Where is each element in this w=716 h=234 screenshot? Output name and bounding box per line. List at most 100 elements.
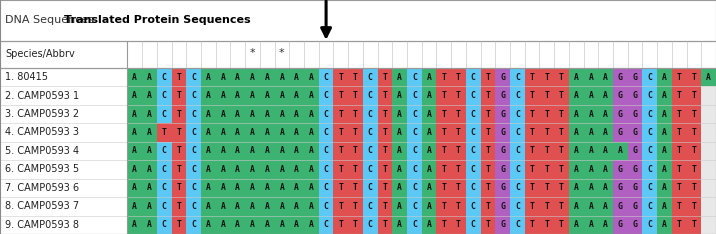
Bar	[157, 86, 172, 105]
Bar	[628, 105, 642, 123]
Text: A: A	[279, 165, 284, 174]
Text: G: G	[500, 220, 505, 229]
Bar	[157, 216, 172, 234]
Text: C: C	[162, 91, 167, 100]
Bar	[157, 68, 172, 86]
Text: A: A	[603, 73, 608, 82]
Bar	[216, 197, 231, 216]
Bar	[642, 179, 657, 197]
Text: A: A	[294, 165, 299, 174]
Bar	[672, 86, 687, 105]
Bar	[642, 142, 657, 160]
Bar	[407, 216, 422, 234]
Text: A: A	[221, 183, 226, 192]
Bar	[539, 179, 554, 197]
Text: A: A	[250, 128, 255, 137]
Bar	[613, 179, 628, 197]
Text: Translated Protein Sequences: Translated Protein Sequences	[64, 15, 251, 26]
Text: T: T	[485, 128, 490, 137]
Text: A: A	[279, 110, 284, 118]
Text: A: A	[294, 73, 299, 82]
Bar	[142, 216, 157, 234]
Text: A: A	[589, 73, 594, 82]
Bar	[422, 123, 437, 142]
Text: A: A	[147, 220, 152, 229]
Bar	[599, 216, 613, 234]
Bar	[407, 179, 422, 197]
Bar	[451, 197, 466, 216]
Text: C: C	[647, 128, 652, 137]
Bar	[363, 123, 377, 142]
Text: C: C	[324, 183, 329, 192]
Text: A: A	[265, 128, 270, 137]
Text: A: A	[147, 183, 152, 192]
Text: T: T	[441, 110, 446, 118]
Text: A: A	[662, 110, 667, 118]
Text: A: A	[236, 220, 241, 229]
Text: A: A	[427, 183, 432, 192]
Bar	[613, 197, 628, 216]
Text: T: T	[456, 220, 461, 229]
Text: T: T	[339, 146, 343, 155]
Text: A: A	[265, 91, 270, 100]
Text: 1. 80415: 1. 80415	[5, 72, 48, 82]
Bar	[172, 197, 186, 216]
Bar	[348, 105, 363, 123]
Bar	[260, 179, 275, 197]
Text: A: A	[662, 165, 667, 174]
Text: A: A	[132, 165, 137, 174]
Text: A: A	[250, 73, 255, 82]
Text: G: G	[633, 91, 637, 100]
Bar	[687, 197, 701, 216]
Bar	[407, 86, 422, 105]
Text: A: A	[603, 165, 608, 174]
Text: C: C	[324, 110, 329, 118]
Text: C: C	[515, 146, 520, 155]
Text: A: A	[603, 220, 608, 229]
Text: A: A	[206, 202, 211, 211]
Bar	[687, 68, 701, 86]
Text: T: T	[339, 202, 343, 211]
Bar	[510, 216, 525, 234]
Bar	[289, 105, 304, 123]
Text: A: A	[603, 146, 608, 155]
Bar	[539, 197, 554, 216]
Text: A: A	[236, 110, 241, 118]
Text: A: A	[397, 183, 402, 192]
Text: A: A	[147, 110, 152, 118]
Text: T: T	[559, 165, 564, 174]
Text: A: A	[427, 165, 432, 174]
Bar	[289, 216, 304, 234]
Text: A: A	[236, 165, 241, 174]
Bar	[628, 142, 642, 160]
Text: A: A	[294, 183, 299, 192]
Text: A: A	[265, 202, 270, 211]
Text: C: C	[162, 220, 167, 229]
Bar	[377, 142, 392, 160]
Bar	[687, 142, 701, 160]
Bar	[275, 68, 289, 86]
Bar	[569, 68, 584, 86]
Text: A: A	[265, 220, 270, 229]
Text: A: A	[279, 146, 284, 155]
Text: C: C	[412, 91, 417, 100]
Text: T: T	[177, 202, 181, 211]
Bar	[539, 68, 554, 86]
Bar	[687, 86, 701, 105]
Bar	[422, 86, 437, 105]
Text: T: T	[559, 202, 564, 211]
Text: T: T	[692, 165, 697, 174]
Bar	[495, 179, 510, 197]
Bar	[377, 86, 392, 105]
Text: T: T	[353, 73, 358, 82]
Bar	[672, 105, 687, 123]
Bar	[584, 216, 599, 234]
Text: C: C	[412, 128, 417, 137]
Bar	[687, 160, 701, 179]
Text: T: T	[382, 128, 387, 137]
Bar	[525, 216, 539, 234]
Text: A: A	[221, 146, 226, 155]
Bar	[392, 123, 407, 142]
Bar	[437, 68, 451, 86]
Text: A: A	[132, 183, 137, 192]
